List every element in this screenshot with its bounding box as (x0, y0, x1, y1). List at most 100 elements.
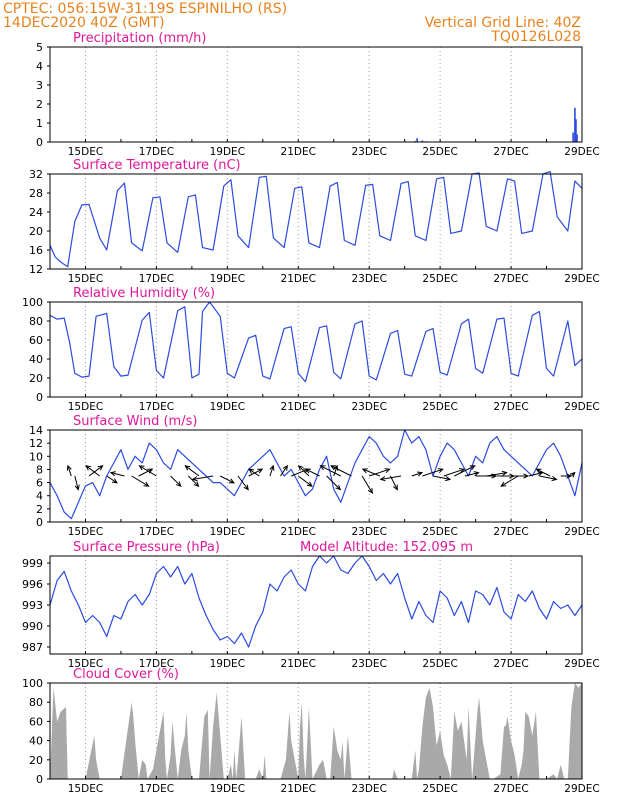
x-tick-label: 17DEC (139, 401, 174, 413)
x-tick-label: 25DEC (422, 273, 457, 285)
wind-vector (486, 472, 507, 477)
wind-vector (280, 465, 288, 477)
wind-panel-frame (49, 429, 583, 523)
wind-vector-head (109, 471, 116, 477)
precip-bar (416, 138, 418, 142)
wind-vector (106, 475, 118, 484)
y-tick-label: 12 (29, 437, 43, 450)
wind-vector-head (319, 465, 326, 471)
wind-vector (185, 465, 200, 477)
wind-vector (290, 468, 309, 477)
wind-vector (390, 475, 398, 490)
y-tick-label: 0 (36, 391, 43, 404)
pres-series-line (49, 555, 583, 648)
wind-vector (432, 475, 451, 480)
y-tick-label: 28 (29, 187, 43, 200)
wind-vector (85, 465, 100, 477)
y-tick-label: 2 (36, 98, 43, 111)
wind-vector-head (228, 478, 235, 484)
x-tick-label: 15DEC (68, 401, 103, 413)
wind-vector-head (282, 464, 288, 471)
x-tick-label: 29DEC (564, 526, 599, 538)
rh-panel-title: Relative Humidity (%) (73, 286, 215, 301)
wind-vector-head (459, 468, 466, 474)
cloud-panel-title: Cloud Cover (%) (73, 667, 179, 682)
x-tick-label: 27DEC (493, 401, 528, 413)
precip-bar (575, 119, 577, 142)
x-tick-label: 23DEC (351, 658, 386, 670)
y-tick-label: 32 (29, 168, 43, 181)
wind-vector (269, 465, 274, 477)
wind-vector-head (111, 478, 118, 484)
wind-vector (539, 475, 557, 480)
x-tick-label: 23DEC (351, 401, 386, 413)
x-tick-label: 27DEC (493, 146, 528, 158)
model-altitude-label: Model Altitude: 152.095 m (300, 540, 473, 555)
wind-vector (320, 465, 342, 477)
wind-vector-head (184, 465, 191, 471)
y-tick-label: 999 (22, 557, 43, 570)
wind-vector-head (74, 484, 80, 491)
x-tick-label: 17DEC (139, 526, 174, 538)
y-tick-label: 0 (36, 136, 43, 149)
x-tick-label: 29DEC (564, 783, 599, 795)
wind-vector (170, 475, 182, 487)
y-tick-label: 0 (36, 516, 43, 529)
wind-vector-head (257, 468, 264, 474)
y-tick-label: 993 (22, 599, 43, 612)
x-tick-label: 29DEC (564, 658, 599, 670)
y-tick-label: 3 (36, 79, 43, 92)
wind-vector-head (569, 471, 576, 478)
wind-vector (220, 475, 235, 484)
wind-vector (330, 465, 352, 477)
wind-vector (443, 468, 465, 477)
cloud-cover-area (50, 683, 582, 779)
x-tick-label: 25DEC (422, 658, 457, 670)
x-tick-label: 15DEC (68, 783, 103, 795)
x-tick-label: 15DEC (68, 146, 103, 158)
x-tick-label: 27DEC (493, 273, 528, 285)
y-tick-label: 2 (36, 503, 43, 516)
wind-vector (305, 468, 320, 477)
rh-series-line (49, 301, 583, 383)
wind-vector-head (97, 465, 104, 471)
temp-series-line (49, 171, 583, 268)
x-tick-label: 25DEC (422, 401, 457, 413)
grid-line-header: Vertical Grid Line: 40Z (424, 15, 581, 31)
y-tick-label: 12 (29, 263, 43, 276)
y-tick-label: 4 (36, 60, 43, 73)
y-tick-label: 5 (36, 41, 43, 54)
wind-vector-head (379, 476, 386, 482)
x-tick-label: 15DEC (68, 273, 103, 285)
x-tick-label: 29DEC (564, 401, 599, 413)
wind-vector (110, 472, 125, 477)
wind-vector (528, 472, 543, 477)
x-tick-label: 25DEC (422, 146, 457, 158)
wind-vector (237, 475, 249, 490)
y-tick-label: 14 (29, 424, 43, 437)
wind-vector (464, 472, 479, 477)
x-tick-label: 23DEC (351, 273, 386, 285)
wind-vector (369, 468, 390, 477)
wind-vector (298, 465, 310, 477)
x-tick-label: 19DEC (210, 783, 245, 795)
x-tick-label: 29DEC (564, 146, 599, 158)
x-tick-label: 19DEC (210, 146, 245, 158)
y-tick-label: 16 (29, 244, 43, 257)
wind-vector-head (243, 484, 249, 491)
wind-vector-head (66, 464, 72, 471)
precip-bar (574, 107, 576, 142)
wind-vector-head (501, 470, 508, 476)
y-tick-label: 0 (36, 773, 43, 786)
x-tick-label: 19DEC (210, 526, 245, 538)
y-tick-label: 1 (36, 117, 43, 130)
x-tick-label: 17DEC (139, 273, 174, 285)
wind-vector (536, 468, 551, 477)
y-tick-label: 987 (22, 641, 43, 654)
station-header: CPTEC: 056:15W-31:19S ESPINILHO (RS) (3, 1, 288, 17)
cloud-panel-frame (49, 682, 583, 780)
x-tick-label: 19DEC (210, 401, 245, 413)
x-tick-label: 21DEC (281, 783, 316, 795)
wind-vector (192, 475, 214, 480)
x-tick-label: 19DEC (210, 273, 245, 285)
